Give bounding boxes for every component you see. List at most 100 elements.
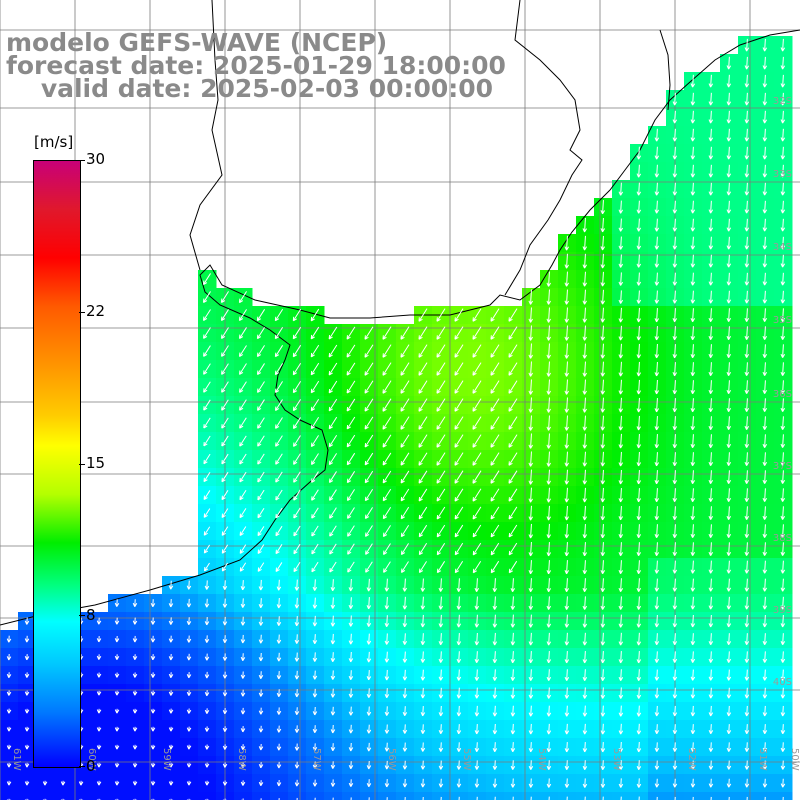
wind-arrow <box>364 489 374 502</box>
wind-arrow <box>276 671 282 680</box>
wind-arrow <box>24 635 30 643</box>
wind-arrow <box>618 325 624 341</box>
wind-arrow <box>438 614 444 628</box>
wind-arrow <box>582 651 588 664</box>
wind-arrow <box>618 542 624 557</box>
wind-arrow <box>438 651 444 663</box>
wind-arrow <box>221 381 229 393</box>
wind-arrow <box>490 542 500 556</box>
wind-arrow <box>654 560 660 574</box>
wind-arrow <box>618 307 624 323</box>
wind-arrow <box>400 326 410 340</box>
wind-arrow <box>708 506 714 520</box>
wind-arrow <box>654 742 660 752</box>
wind-arrow <box>204 598 210 608</box>
wind-arrow <box>384 688 390 699</box>
wind-arrow <box>474 778 480 788</box>
wind-arrow <box>239 544 247 554</box>
wind-arrow <box>564 705 570 717</box>
wind-arrow <box>168 580 174 590</box>
wind-arrow <box>402 687 408 699</box>
wind-arrow <box>258 671 264 680</box>
wind-arrow <box>600 742 606 753</box>
wind-arrow <box>708 470 714 484</box>
wind-arrow <box>780 614 786 628</box>
wind-arrow <box>600 487 606 503</box>
wind-arrow <box>672 380 678 395</box>
wind-arrow <box>239 508 247 519</box>
wind-arrow <box>420 596 426 610</box>
wind-arrow <box>400 506 410 520</box>
wind-speed-cell <box>468 792 487 800</box>
wind-arrow <box>690 724 696 735</box>
wind-arrow <box>150 744 156 750</box>
wind-arrow <box>672 778 678 788</box>
wind-arrow <box>346 416 356 430</box>
wind-arrow <box>328 380 338 394</box>
wind-arrow <box>278 798 280 800</box>
wind-arrow <box>24 708 30 714</box>
wind-arrow <box>222 671 228 679</box>
wind-arrow <box>672 578 678 592</box>
wind-arrow <box>762 164 768 178</box>
wind-arrow <box>690 164 696 178</box>
wind-speed-cell <box>648 792 667 800</box>
wind-arrow <box>203 526 211 536</box>
wind-arrow <box>600 469 606 485</box>
wind-arrow <box>438 705 444 717</box>
wind-arrow <box>420 669 426 681</box>
wind-arrow <box>726 200 732 214</box>
wind-arrow <box>364 416 374 430</box>
wind-arrow <box>114 762 120 768</box>
wind-arrow <box>690 128 696 142</box>
wind-arrow <box>654 146 660 160</box>
wind-arrow <box>744 146 750 160</box>
wind-arrow <box>546 469 552 485</box>
wind-arrow <box>114 672 120 678</box>
wind-arrow <box>490 524 500 538</box>
wind-arrow <box>762 128 768 142</box>
wind-arrow <box>528 361 533 377</box>
wind-arrow <box>364 362 374 376</box>
wind-arrow <box>780 110 786 124</box>
wind-arrow <box>672 182 678 196</box>
wind-arrow <box>690 578 696 592</box>
wind-arrow <box>508 326 518 340</box>
wind-speed-cell <box>18 792 37 800</box>
wind-arrow <box>654 506 660 521</box>
wind-arrow <box>258 707 264 715</box>
colorbar-tick-15: 15 <box>86 454 106 472</box>
wind-arrow <box>508 524 518 538</box>
wind-arrow <box>708 434 714 449</box>
wind-speed-cell <box>126 792 145 800</box>
wind-arrow <box>582 397 588 413</box>
wind-arrow <box>672 128 678 142</box>
wind-arrow <box>636 146 642 160</box>
wind-arrow <box>672 542 678 556</box>
wind-arrow <box>132 654 138 661</box>
wind-arrow <box>275 525 283 537</box>
wind-arrow <box>726 760 732 770</box>
colorbar-tickmark <box>79 160 85 161</box>
wind-arrow <box>528 778 534 788</box>
wind-arrow <box>726 182 732 196</box>
wind-arrow <box>564 415 569 431</box>
wind-arrow <box>276 652 282 662</box>
wind-arrow <box>744 705 750 717</box>
wind-arrow <box>690 669 696 681</box>
wind-arrow <box>510 651 516 664</box>
wind-arrow <box>293 489 301 501</box>
wind-arrow <box>600 632 606 646</box>
wind-arrow <box>546 596 552 610</box>
wind-arrow <box>474 760 480 770</box>
wind-arrow <box>346 452 356 466</box>
wind-arrow <box>364 452 374 466</box>
wind-arrow <box>203 363 211 375</box>
wind-arrow <box>114 708 120 714</box>
wind-arrow <box>257 544 265 554</box>
wind-arrow <box>762 344 768 358</box>
wind-arrow <box>744 416 750 430</box>
wind-arrow <box>258 725 264 733</box>
wind-arrow <box>150 599 156 608</box>
